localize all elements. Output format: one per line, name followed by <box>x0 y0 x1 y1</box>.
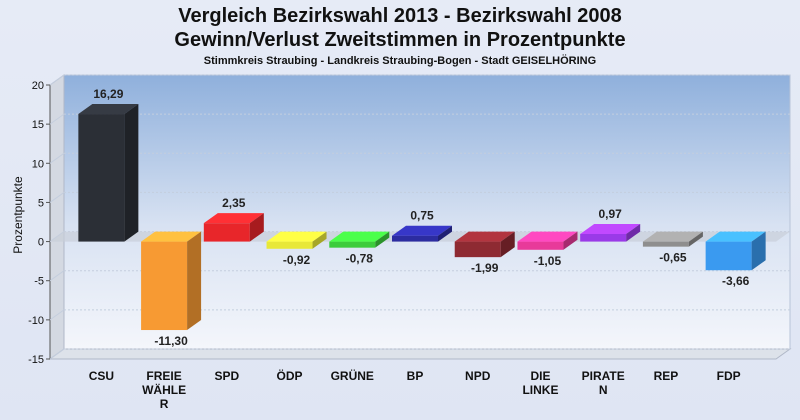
bar-front <box>141 241 188 331</box>
x-tick-label: SPD <box>214 369 239 383</box>
bar <box>329 231 390 248</box>
bar <box>705 231 766 271</box>
y-tick-label: 15 <box>32 119 44 131</box>
bar-front <box>78 114 125 242</box>
bar-front <box>454 241 501 258</box>
data-label: 2,35 <box>222 196 246 210</box>
data-label: 16,29 <box>93 87 123 101</box>
x-tick-label: PIRATE N <box>582 369 625 397</box>
bar <box>580 223 641 242</box>
chart-subtitle: Gewinn/Verlust Zweitstimmen in Prozentpu… <box>174 29 626 51</box>
x-tick-label: FDP <box>717 369 741 383</box>
x-tick-label: DIE LINKE <box>522 369 558 397</box>
bar-top <box>78 104 139 115</box>
data-label: -1,99 <box>471 261 499 275</box>
gridline-diagonal <box>49 192 65 203</box>
bar <box>78 104 139 242</box>
data-label: -11,30 <box>154 334 188 348</box>
bar-top <box>705 231 766 242</box>
gridline-diagonal <box>49 74 65 86</box>
bar <box>454 231 515 258</box>
bar <box>266 231 327 249</box>
plot-floor <box>48 348 792 360</box>
bar-top <box>141 231 202 242</box>
y-tick-label: 20 <box>32 80 44 92</box>
bar <box>517 231 578 250</box>
data-label: 0,97 <box>599 207 623 221</box>
x-tick-label: NPD <box>465 369 491 383</box>
bar-side <box>438 225 452 242</box>
bar-side <box>249 213 264 242</box>
bar-top <box>517 231 578 242</box>
bar <box>141 231 202 331</box>
bar <box>203 213 264 242</box>
bar-side <box>187 231 202 331</box>
bar-side <box>688 231 703 247</box>
y-tick-label: -5 <box>34 276 44 288</box>
gridline-diagonal <box>49 113 65 125</box>
plot-side-wall <box>49 74 65 360</box>
data-label: -0,65 <box>659 251 687 265</box>
chart-subsubtitle: Stimmkreis Straubing - Landkreis Straubi… <box>203 55 597 67</box>
gridline-diagonal <box>49 152 65 164</box>
bar-front <box>392 235 438 242</box>
x-tick-label: GRÜNE <box>331 368 374 383</box>
chart-title: Vergleich Bezirkswahl 2013 - Bezirkswahl… <box>178 5 622 27</box>
bar-side <box>312 231 327 249</box>
bar-front <box>705 241 752 271</box>
bar-front <box>266 241 313 249</box>
bar-front <box>517 241 564 250</box>
bar-side <box>751 231 766 271</box>
y-tick-label: 0 <box>38 237 44 249</box>
x-tick-label: BP <box>407 369 424 383</box>
bar-top <box>642 231 703 242</box>
bar-side <box>124 104 139 242</box>
bar-top <box>580 223 641 234</box>
bar-front <box>329 241 376 248</box>
bar-side <box>626 223 641 242</box>
y-tick-label: 10 <box>32 158 44 170</box>
data-label: 0,75 <box>410 209 434 223</box>
bar <box>392 225 452 242</box>
gridline-diagonal <box>49 309 65 321</box>
data-label: -0,78 <box>346 252 374 266</box>
bar <box>642 231 703 247</box>
bar-top <box>392 225 452 236</box>
x-tick-label: CSU <box>89 369 114 383</box>
bar-front <box>203 223 250 242</box>
bar-top <box>203 213 264 224</box>
y-tick-label: -10 <box>28 315 44 327</box>
gridline-diagonal <box>49 270 65 282</box>
x-tick-label: FREIE WÄHLE R <box>142 369 186 411</box>
data-label: -3,66 <box>722 274 750 288</box>
bar-top <box>454 231 515 242</box>
bar-side <box>563 231 578 250</box>
y-tick-label: -15 <box>28 354 44 366</box>
x-tick-label: REP <box>654 369 679 383</box>
data-label: -1,05 <box>534 254 562 268</box>
bar-top <box>329 231 390 242</box>
x-tick-label: ÖDP <box>277 368 303 383</box>
bar-top <box>266 231 327 242</box>
y-tick-label: 5 <box>38 197 44 209</box>
bar-front <box>580 233 627 242</box>
gridline-diagonal <box>49 348 65 360</box>
bar-side <box>500 231 515 258</box>
data-label: -0,92 <box>283 253 311 267</box>
bar-front <box>642 241 689 247</box>
bar-side <box>375 231 390 248</box>
